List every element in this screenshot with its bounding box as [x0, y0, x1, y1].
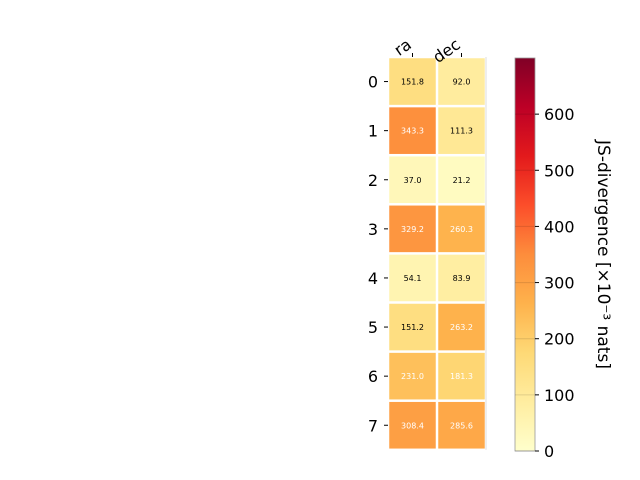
row-tick-label: 1 [368, 122, 378, 141]
cell-value-label: 181.3 [450, 372, 473, 381]
cell-value-label: 231.0 [401, 372, 424, 381]
cell-value-label: 329.2 [401, 225, 424, 234]
column-tick-label: ra [390, 35, 414, 60]
heatmap-cells: 151.8 92.0 343.3 111.3 37.0 21.2 329.2 260.3 54.… [389, 57, 487, 450]
cell-value-label: 263.2 [450, 323, 473, 332]
cell-value-label: 151.2 [401, 323, 424, 332]
heatmap-cell [438, 107, 485, 154]
colorbar-tick-label: 0 [544, 442, 554, 461]
colorbar-tick-label: 300 [544, 274, 575, 293]
heatmap-cell [438, 303, 485, 351]
heatmap-cell [438, 352, 485, 400]
row-tick-label: 7 [368, 416, 378, 435]
cell-value-label: 54.1 [404, 274, 422, 283]
heatmap-cell [438, 156, 485, 204]
colorbar [514, 57, 536, 452]
cell-value-label: 308.4 [401, 421, 424, 430]
row-tick-label: 4 [368, 269, 378, 288]
row-tick-label: 3 [368, 220, 378, 239]
row-tick-labels: 0 1 2 3 4 5 6 7 [368, 73, 388, 435]
colorbar-ticks: 0 100 200 300 400 500 600 [515, 105, 575, 461]
colorbar-tick-label: 600 [544, 105, 575, 124]
heatmap-cell [389, 205, 436, 253]
row-tick-label: 0 [368, 73, 378, 92]
heatmap-cell [389, 352, 436, 400]
colorbar-tick-label: 400 [544, 217, 575, 236]
cell-value-label: 21.2 [453, 176, 471, 185]
cell-value-label: 343.3 [401, 127, 424, 136]
heatmap-cell [389, 58, 436, 105]
cell-value-label: 37.0 [404, 176, 422, 185]
colorbar-tick-label: 500 [544, 161, 575, 180]
colorbar-tick-label: 200 [544, 330, 575, 349]
heatmap-cell [438, 254, 485, 302]
heatmap-cell [389, 156, 436, 204]
cell-value-label: 260.3 [450, 225, 473, 234]
colorbar-label: JS-divergence [×10⁻³ nats] [593, 139, 613, 369]
cell-value-label: 83.9 [453, 274, 471, 283]
row-tick-label: 6 [368, 367, 378, 386]
row-tick-label: 5 [368, 318, 378, 337]
heatmap-cell [438, 58, 485, 105]
heatmap-cell [438, 205, 485, 253]
row-tick-label: 2 [368, 171, 378, 190]
cell-value-label: 285.6 [450, 421, 473, 430]
heatmap-cell [389, 254, 436, 302]
heatmap-cell [389, 401, 436, 449]
cell-value-label: 92.0 [453, 78, 471, 87]
cell-value-label: 111.3 [450, 127, 473, 136]
heatmap-cell [389, 107, 436, 154]
colorbar-tick-label: 100 [544, 386, 575, 405]
cell-value-label: 151.8 [401, 78, 424, 87]
heatmap-cell [438, 401, 485, 449]
heatmap-cell [389, 303, 436, 351]
